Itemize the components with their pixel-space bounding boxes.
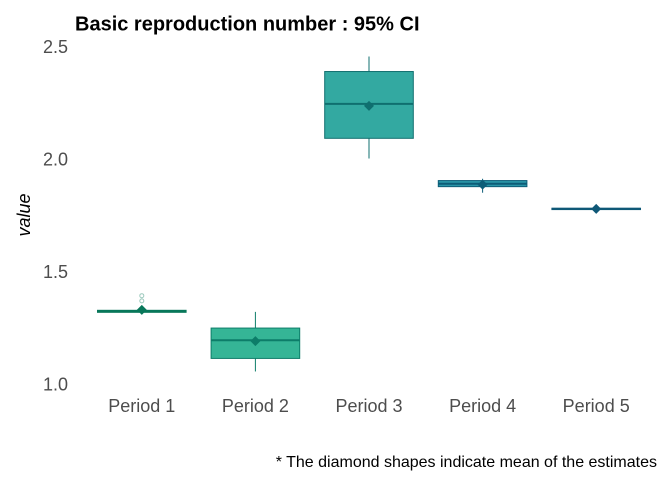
footnote: * The diamond shapes indicate mean of th… [276,454,657,471]
y-axis-label: value [14,193,34,236]
y-tick-label: 1.0 [43,374,68,394]
mean-marker [477,179,488,190]
y-tick-label: 1.5 [43,262,68,282]
chart-title: Basic reproduction number : 95% CI [75,13,420,35]
mean-marker [591,203,602,214]
x-tick-label: Period 1 [108,396,175,416]
x-tick-label: Period 4 [449,396,516,416]
y-tick-label: 2.0 [43,150,68,170]
x-tick-label: Period 2 [222,396,289,416]
mean-marker [250,336,261,347]
outlier [139,293,145,299]
x-tick-label: Period 3 [335,396,402,416]
x-tick-label: Period 5 [563,396,630,416]
y-tick-label: 2.5 [43,37,68,57]
mean-marker [364,100,374,111]
outlier [139,298,145,304]
mean-marker [136,304,147,315]
